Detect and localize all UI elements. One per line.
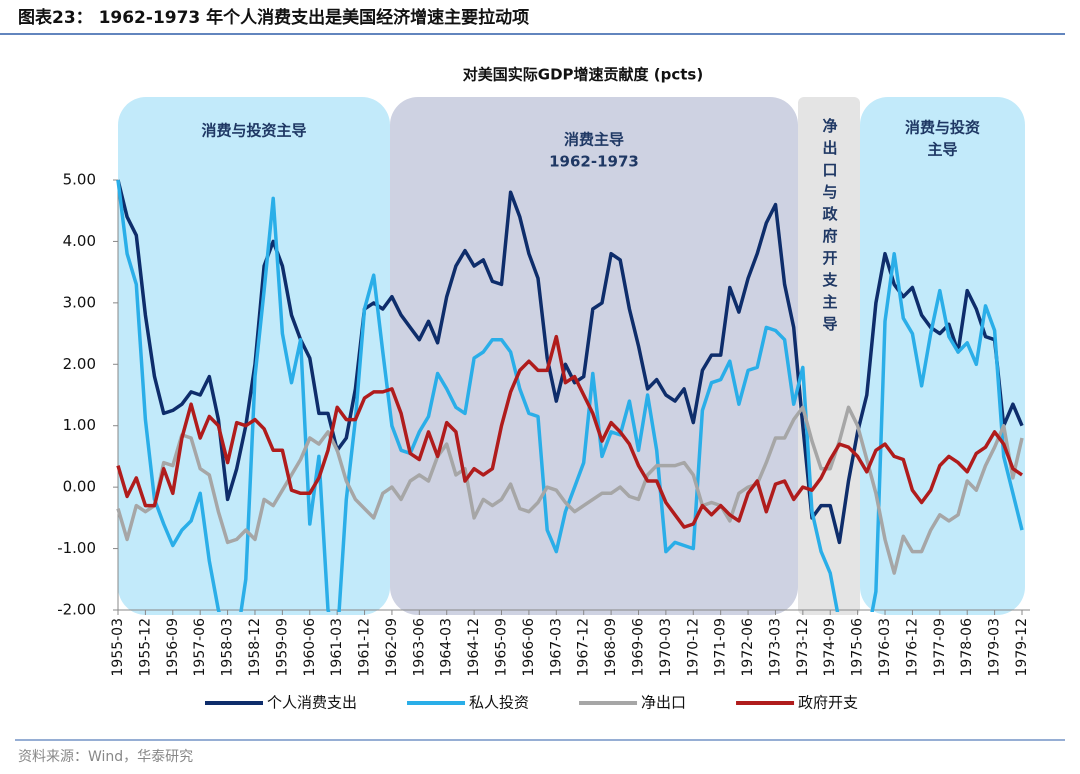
x-tick-label: 1975-06 bbox=[850, 618, 866, 677]
x-tick-label: 1964-12 bbox=[466, 618, 482, 677]
x-tick-label: 1967-03 bbox=[548, 618, 564, 677]
x-tick-label: 1970-12 bbox=[685, 618, 701, 677]
x-tick-label: 1971-09 bbox=[713, 618, 729, 677]
x-tick-label: 1970-03 bbox=[658, 618, 674, 677]
source: 资料来源：Wind，华泰研究 bbox=[18, 749, 193, 765]
x-tick-label: 1955-03 bbox=[110, 618, 126, 677]
x-tick-label: 1976-12 bbox=[904, 618, 920, 677]
x-tick-label: 1978-06 bbox=[959, 618, 975, 677]
legend-label: 私人投资 bbox=[469, 694, 529, 712]
legend-label: 个人消费支出 bbox=[267, 694, 357, 712]
region bbox=[390, 97, 798, 615]
region-label: 主导 bbox=[927, 141, 957, 159]
x-tick-label: 1979-03 bbox=[987, 618, 1003, 677]
x-tick-label: 1956-09 bbox=[165, 618, 181, 677]
x-tick-label: 1973-03 bbox=[767, 618, 783, 677]
y-tick-label: 1.00 bbox=[63, 416, 96, 434]
y-tick-label: 3.00 bbox=[63, 293, 96, 311]
x-tick-label: 1968-09 bbox=[603, 618, 619, 677]
x-tick-label: 1957-06 bbox=[192, 618, 208, 677]
x-tick-label: 1966-06 bbox=[521, 618, 537, 677]
x-tick-label: 1967-12 bbox=[576, 618, 592, 677]
x-tick-label: 1977-09 bbox=[932, 618, 948, 677]
x-tick-label: 1973-12 bbox=[795, 618, 811, 677]
series-line bbox=[116, 334, 1023, 529]
region-label: 消费与投资主导 bbox=[201, 122, 306, 140]
region-label: 消费主导 bbox=[564, 131, 624, 149]
x-tick-label: 1961-03 bbox=[329, 618, 345, 677]
x-tick-label: 1958-03 bbox=[220, 618, 236, 677]
x-tick-label: 1959-09 bbox=[274, 618, 290, 677]
x-tick-label: 1958-12 bbox=[247, 618, 263, 677]
y-tick-label: 2.00 bbox=[63, 355, 96, 373]
legend-label: 净出口 bbox=[641, 694, 686, 712]
region-label: 消费与投资 bbox=[905, 119, 980, 137]
x-tick-label: 1960-06 bbox=[302, 618, 318, 677]
x-tick-label: 1969-06 bbox=[630, 618, 646, 677]
x-tick-label: 1964-03 bbox=[439, 618, 455, 677]
x-tick-label: 1961-12 bbox=[357, 618, 373, 677]
region-label: 1962-1973 bbox=[549, 153, 639, 171]
series-line bbox=[116, 405, 1024, 575]
x-tick-label: 1974-09 bbox=[822, 618, 838, 677]
x-tick-label: 1962-09 bbox=[384, 618, 400, 677]
x-tick-label: 1972-06 bbox=[740, 618, 756, 677]
region-label: 净出口与政府开支主导 bbox=[821, 117, 839, 338]
legend-label: 政府开支 bbox=[798, 694, 858, 712]
y-tick-label: -1.00 bbox=[57, 539, 96, 557]
region bbox=[860, 97, 1025, 615]
chart-title: 对美国实际GDP增速贡献度 (pcts) bbox=[463, 66, 703, 84]
x-tick-label: 1979-12 bbox=[1014, 618, 1030, 677]
series-line bbox=[116, 179, 1024, 612]
y-tick-label: 5.00 bbox=[63, 171, 96, 189]
x-tick-label: 1976-03 bbox=[877, 618, 893, 677]
x-tick-label: 1963-06 bbox=[411, 618, 427, 677]
y-tick-label: -2.00 bbox=[57, 601, 96, 619]
y-tick-label: 0.00 bbox=[63, 478, 96, 496]
x-tick-label: 1965-09 bbox=[494, 618, 510, 677]
page-title: 图表23： 1962-1973 年个人消费支出是美国经济增速主要拉动项 bbox=[18, 7, 529, 28]
x-tick-label: 1955-12 bbox=[137, 618, 153, 677]
y-tick-label: 4.00 bbox=[63, 232, 96, 250]
